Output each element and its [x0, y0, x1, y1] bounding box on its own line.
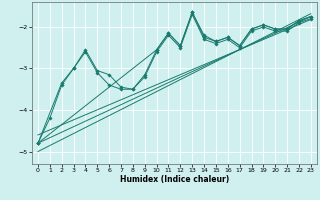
X-axis label: Humidex (Indice chaleur): Humidex (Indice chaleur): [120, 175, 229, 184]
